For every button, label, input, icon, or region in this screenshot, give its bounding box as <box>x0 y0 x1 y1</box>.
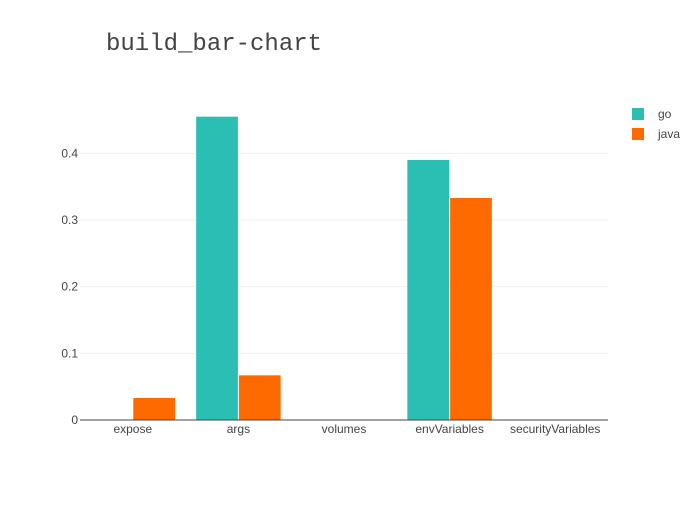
axis-layer: 0 0.1 0.2 0.3 0.4 expose args volumes envVariabl… <box>61 146 608 436</box>
bar-layer <box>133 116 492 421</box>
y-tick-label: 0.4 <box>61 146 78 160</box>
y-tick-label: 0.1 <box>61 346 78 360</box>
grid-layer <box>80 152 608 354</box>
x-tick-label: expose <box>113 422 152 436</box>
legend-item-java[interactable]: java <box>632 127 680 141</box>
bar-java-envVariables[interactable] <box>450 198 492 420</box>
x-tick-label: envVariables <box>415 422 483 436</box>
bar-go-args[interactable] <box>196 116 238 421</box>
bar-java-args[interactable] <box>238 375 281 420</box>
y-tick-label: 0 <box>71 413 78 427</box>
y-tick-label: 0.2 <box>61 280 78 294</box>
y-tick-label: 0.3 <box>61 213 78 227</box>
legend-item-go[interactable]: go <box>632 107 672 121</box>
x-tick-label: securityVariables <box>510 422 600 436</box>
x-tick-label: args <box>227 422 250 436</box>
legend-label: go <box>658 107 672 121</box>
chart-title: build_bar-chart <box>106 31 322 58</box>
x-tick-label: volumes <box>322 422 367 436</box>
legend-swatch <box>632 108 644 120</box>
bar-java-expose[interactable] <box>133 398 176 420</box>
bar-go-envVariables[interactable] <box>407 160 450 420</box>
legend-swatch <box>632 128 644 140</box>
legend[interactable]: go java <box>632 107 680 141</box>
legend-label: java <box>657 127 680 141</box>
